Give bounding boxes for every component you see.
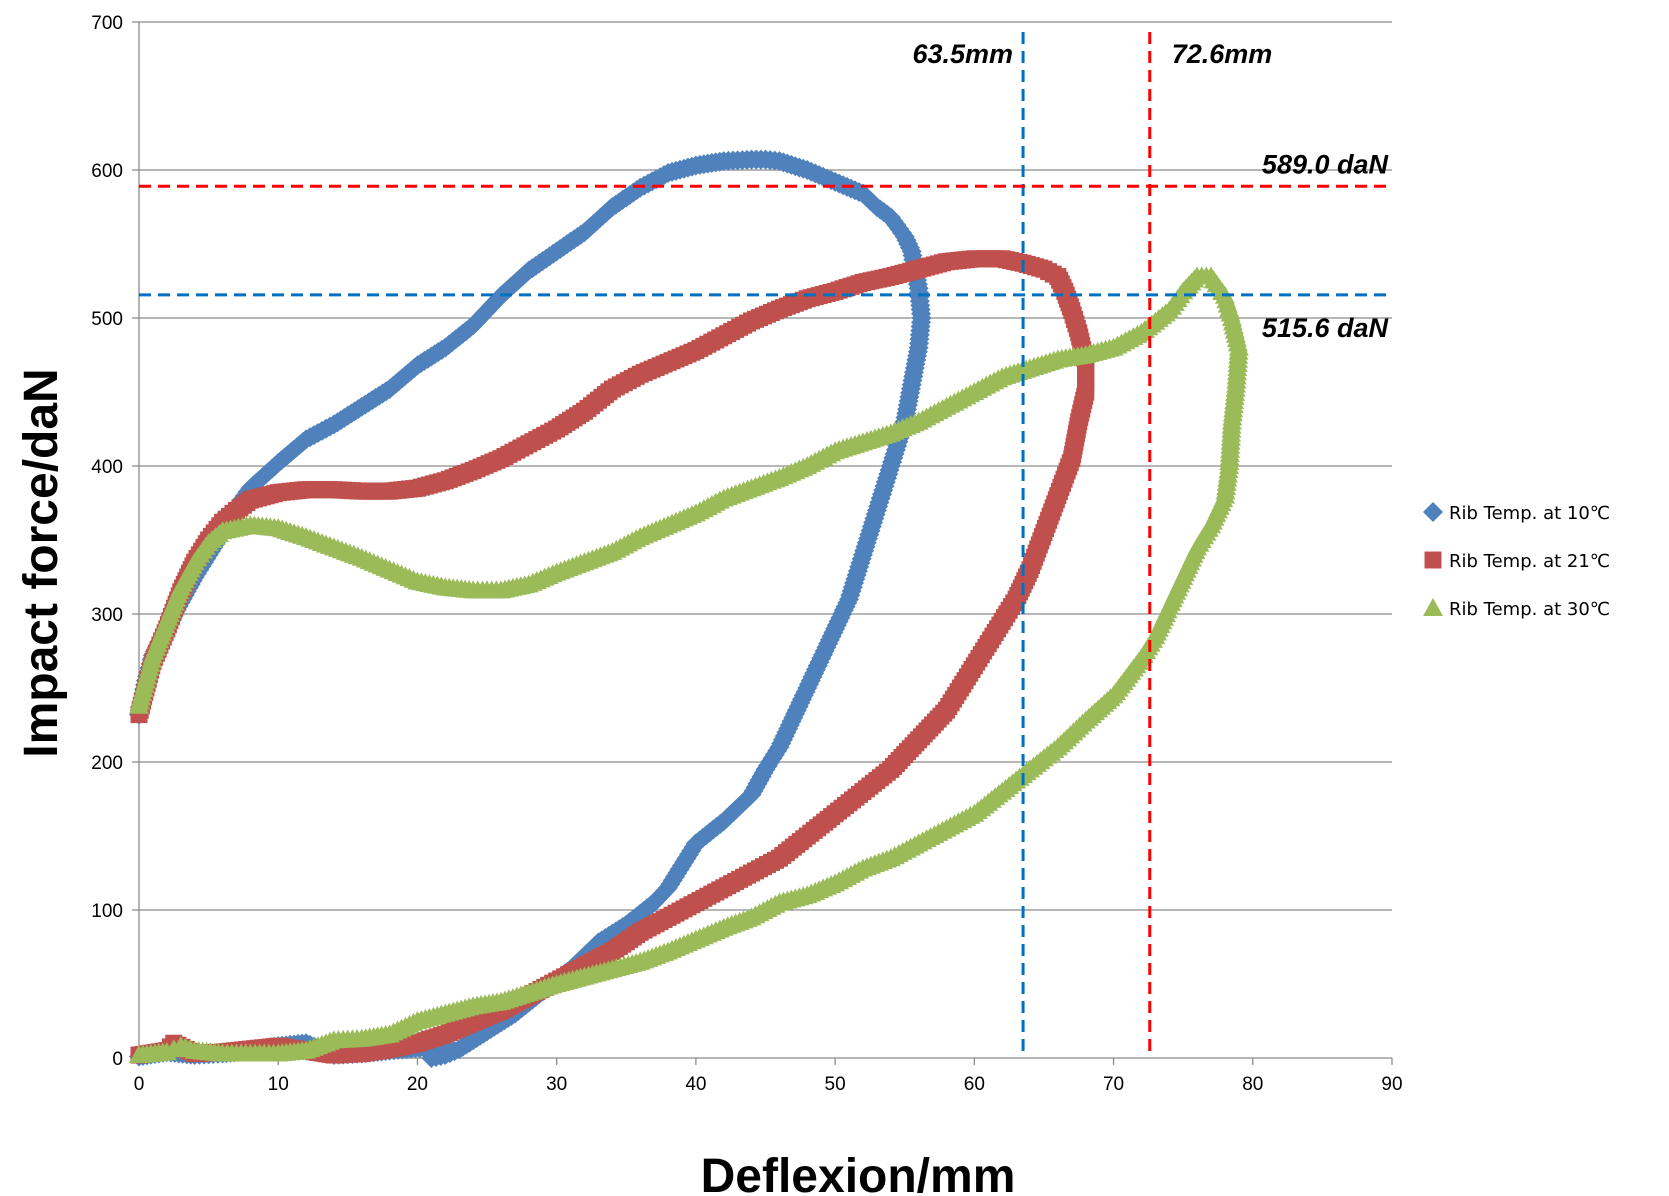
x-tick-labels: 0 10 20 30 40 50 60 70 80 90 [134,1074,1403,1095]
legend-marker [1424,551,1442,569]
legend-marker [1423,502,1443,522]
legend: Rib Temp. at 10℃ Rib Temp. at 21℃ Rib Temp… [1423,502,1610,620]
y-tick-label: 0 [112,1049,123,1070]
legend-label: Rib Temp. at 21℃ [1449,551,1610,572]
x-tick-label: 20 [407,1074,428,1095]
data-point [129,1045,149,1064]
legend-marker [1423,598,1443,616]
series-layer [129,149,1249,1068]
y-tick-label: 100 [91,901,123,922]
x-tick-label: 30 [546,1074,567,1095]
y-tick-label: 200 [91,753,123,774]
y-tick-label: 600 [91,161,123,182]
x-tick-label: 0 [134,1074,145,1095]
x-tick-label: 70 [1103,1074,1124,1095]
x-tick-label: 90 [1381,1074,1402,1095]
reference-label-horizontal: 589.0 daN [1262,149,1389,179]
legend-label: Rib Temp. at 10℃ [1449,503,1610,524]
reference-lines [139,32,1392,1058]
reference-label-vertical: 72.6mm [1172,39,1273,69]
x-tick-label: 80 [1242,1074,1263,1095]
x-tick-label: 50 [825,1074,846,1095]
x-tick-label: 10 [268,1074,289,1095]
reference-label-vertical: 63.5mm [912,39,1013,69]
y-axis-title: Impact force/daN [15,368,68,757]
y-tick-labels: 0 100 200 300 400 500 600 700 [91,13,123,1070]
y-tick-label: 400 [91,457,123,478]
y-tick-label: 300 [91,605,123,626]
x-tick-label: 60 [964,1074,985,1095]
x-tick-label: 40 [685,1074,706,1095]
gridlines [132,21,1392,1059]
reference-labels: 63.5mm 72.6mm 589.0 daN 515.6 daN [912,39,1388,343]
x-axis-title: Deflexion/mm [701,1150,1016,1196]
y-tick-label: 700 [91,13,123,34]
reference-label-horizontal: 515.6 daN [1262,313,1389,343]
series-3 [129,266,1249,1064]
series-2 [130,250,1095,1064]
y-tick-label: 500 [91,309,123,330]
legend-label: Rib Temp. at 30℃ [1449,599,1610,620]
